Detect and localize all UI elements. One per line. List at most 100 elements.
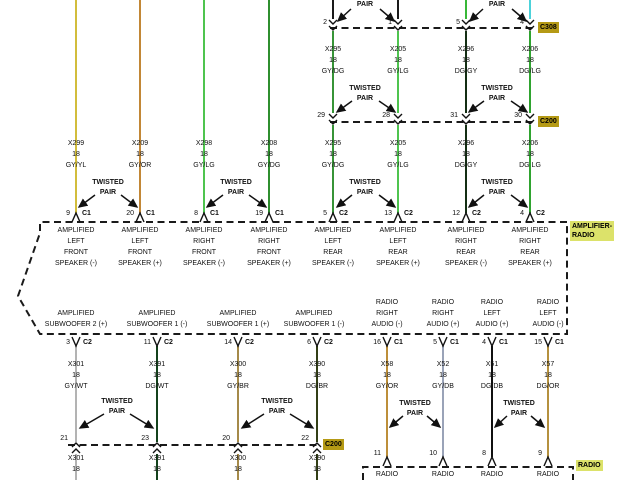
- pin-number: 1: [388, 19, 392, 26]
- wire-label-X300-lower: X300 18: [229, 455, 247, 473]
- twisted-pair-label: TWISTED PAIR: [503, 400, 535, 417]
- component-tag-amplifier-radio: AMPLIFIER- RADIO: [570, 221, 615, 241]
- pin-number: 9: [538, 450, 542, 457]
- pin-connector: C1: [450, 339, 459, 346]
- pin-number: 6: [307, 339, 311, 346]
- wire-label-X390: X390 18 DG/BR: [305, 361, 329, 390]
- pin-number: 8: [482, 450, 486, 457]
- pin-connector: C2: [245, 339, 254, 346]
- pin-number: 22: [301, 435, 309, 442]
- radio-box-outline: [362, 466, 574, 480]
- pin-connector: C1: [146, 210, 155, 217]
- twisted-pair-label: TWISTED PAIR: [349, 85, 381, 102]
- twisted-pair-label-top-1: PAIR: [356, 1, 374, 8]
- amp-subwoofer-label: AMPLIFIED SUBWOOFER 1 (+): [206, 310, 270, 328]
- amp-radio-audio-label: RADIO RIGHT AUDIO (+): [426, 299, 460, 328]
- wire-label-X205-lower: X205 18 GY/LG: [387, 140, 409, 169]
- pin-number: 8: [194, 210, 198, 217]
- pin-number: 4: [482, 339, 486, 346]
- amp-radio-audio-label: RADIO LEFT AUDIO (+): [475, 299, 509, 328]
- twisted-pair-label: TWISTED PAIR: [261, 398, 293, 415]
- connector-tag-C200-bottom: C200: [323, 439, 344, 450]
- pin-number: 5: [456, 19, 460, 26]
- amp-channel-label: AMPLIFIED RIGHT FRONT SPEAKER (+): [247, 227, 291, 267]
- amp-subwoofer-label: AMPLIFIED SUBWOOFER 1 (-): [126, 310, 188, 328]
- twisted-pair-label: TWISTED PAIR: [481, 179, 513, 196]
- wire-label-X208: X208 18 GY/DG: [257, 140, 281, 169]
- pin-number: 5: [433, 339, 437, 346]
- twisted-pair-label: TWISTED PAIR: [92, 179, 124, 196]
- pin-number: 4: [520, 19, 524, 26]
- wire-label-X209: X209 18 GY/OR: [128, 140, 152, 169]
- pin-number: 5: [323, 210, 327, 217]
- pin-number: 19: [255, 210, 263, 217]
- pin-connector: C2: [83, 339, 92, 346]
- pin-number: 15: [534, 339, 542, 346]
- wire-label-X299: X299 18 GY/YL: [65, 140, 87, 169]
- wire-label-X296-lower: X296 18 DG/GY: [454, 140, 478, 169]
- wire-label-X205-upper: X205 18 GY/LG: [387, 46, 409, 75]
- twisted-pair-label: TWISTED PAIR: [349, 179, 381, 196]
- pin-connector: C1: [82, 210, 91, 217]
- wire-label-X295-lower: X295 18 GY/DG: [321, 140, 345, 169]
- pin-number: 28: [382, 112, 390, 119]
- wire-label-X301: X301 18 GY/WT: [64, 361, 88, 390]
- pin-number: 11: [373, 450, 381, 457]
- pin-number: 14: [224, 339, 232, 346]
- amp-channel-label: AMPLIFIED LEFT REAR SPEAKER (+): [376, 227, 420, 267]
- pin-number: 9: [66, 210, 70, 217]
- radio-channel-label: RADIO: [431, 471, 455, 478]
- amp-channel-label: AMPLIFIED LEFT FRONT SPEAKER (-): [54, 227, 98, 267]
- connector-C200-top-chevrons: [328, 113, 535, 125]
- wire-label-X298: X298 18 GY/LG: [193, 140, 215, 169]
- pin-number: 10: [429, 450, 437, 457]
- pin-number: 29: [317, 112, 325, 119]
- pin-number: 21: [60, 435, 68, 442]
- pin-number: 4: [520, 210, 524, 217]
- amp-radio-audio-label: RADIO LEFT AUDIO (-): [532, 299, 564, 328]
- radio-terminal-forks: [382, 455, 553, 467]
- wire-label-X391-lower: X391 18: [148, 455, 166, 473]
- pin-number: 2: [323, 19, 327, 26]
- wire-label-X58: X58 18 GY/OR: [375, 361, 399, 390]
- pin-connector: C2: [164, 339, 173, 346]
- pin-connector: C1: [394, 339, 403, 346]
- twisted-pair-label: TWISTED PAIR: [481, 85, 513, 102]
- pin-number: 13: [384, 210, 392, 217]
- wire-label-X52: X52 18 GY/DB: [432, 361, 454, 390]
- wire-label-X390-lower: X390 18: [308, 455, 326, 473]
- wire-label-X300: X300 18 GY/BR: [227, 361, 249, 390]
- amp-radio-audio-label: RADIO RIGHT AUDIO (-): [371, 299, 403, 328]
- pin-number: 11: [143, 339, 151, 346]
- pin-connector: C2: [324, 339, 333, 346]
- radio-channel-label: RADIO: [375, 471, 399, 478]
- amp-channel-label: AMPLIFIED RIGHT REAR SPEAKER (+): [508, 227, 552, 267]
- pin-number: 31: [450, 112, 458, 119]
- pin-connector: C1: [555, 339, 564, 346]
- pin-number: 20: [126, 210, 134, 217]
- twisted-pair-label-top-2: PAIR: [488, 1, 506, 8]
- amp-bottom-terminal-forks: [71, 336, 553, 348]
- amp-channel-label: AMPLIFIED LEFT REAR SPEAKER (-): [311, 227, 355, 267]
- amp-channel-label: AMPLIFIED RIGHT FRONT SPEAKER (-): [182, 227, 226, 267]
- pin-connector: C2: [536, 210, 545, 217]
- radio-channel-label: RADIO: [536, 471, 560, 478]
- twisted-pair-label: TWISTED PAIR: [220, 179, 252, 196]
- amp-channel-label: AMPLIFIED LEFT FRONT SPEAKER (+): [118, 227, 162, 267]
- wire-label-X57: X57 18 DG/OR: [536, 361, 560, 390]
- connector-C200-bottom-chevrons: [71, 442, 322, 454]
- connector-tag-C308: C308: [538, 22, 559, 33]
- connector-C308-chevrons: [328, 19, 535, 31]
- twisted-pair-label: TWISTED PAIR: [399, 400, 431, 417]
- amplifier-box-outline: [16, 221, 568, 335]
- pin-number: 20: [222, 435, 230, 442]
- twisted-pair-label: TWISTED PAIR: [101, 398, 133, 415]
- wire-label-X301-lower: X301 18: [67, 455, 85, 473]
- pin-number: 3: [66, 339, 70, 346]
- pin-number: 30: [514, 112, 522, 119]
- pin-number: 12: [452, 210, 460, 217]
- amp-subwoofer-label: AMPLIFIED SUBWOOFER 2 (+): [44, 310, 108, 328]
- pin-connector: C1: [275, 210, 284, 217]
